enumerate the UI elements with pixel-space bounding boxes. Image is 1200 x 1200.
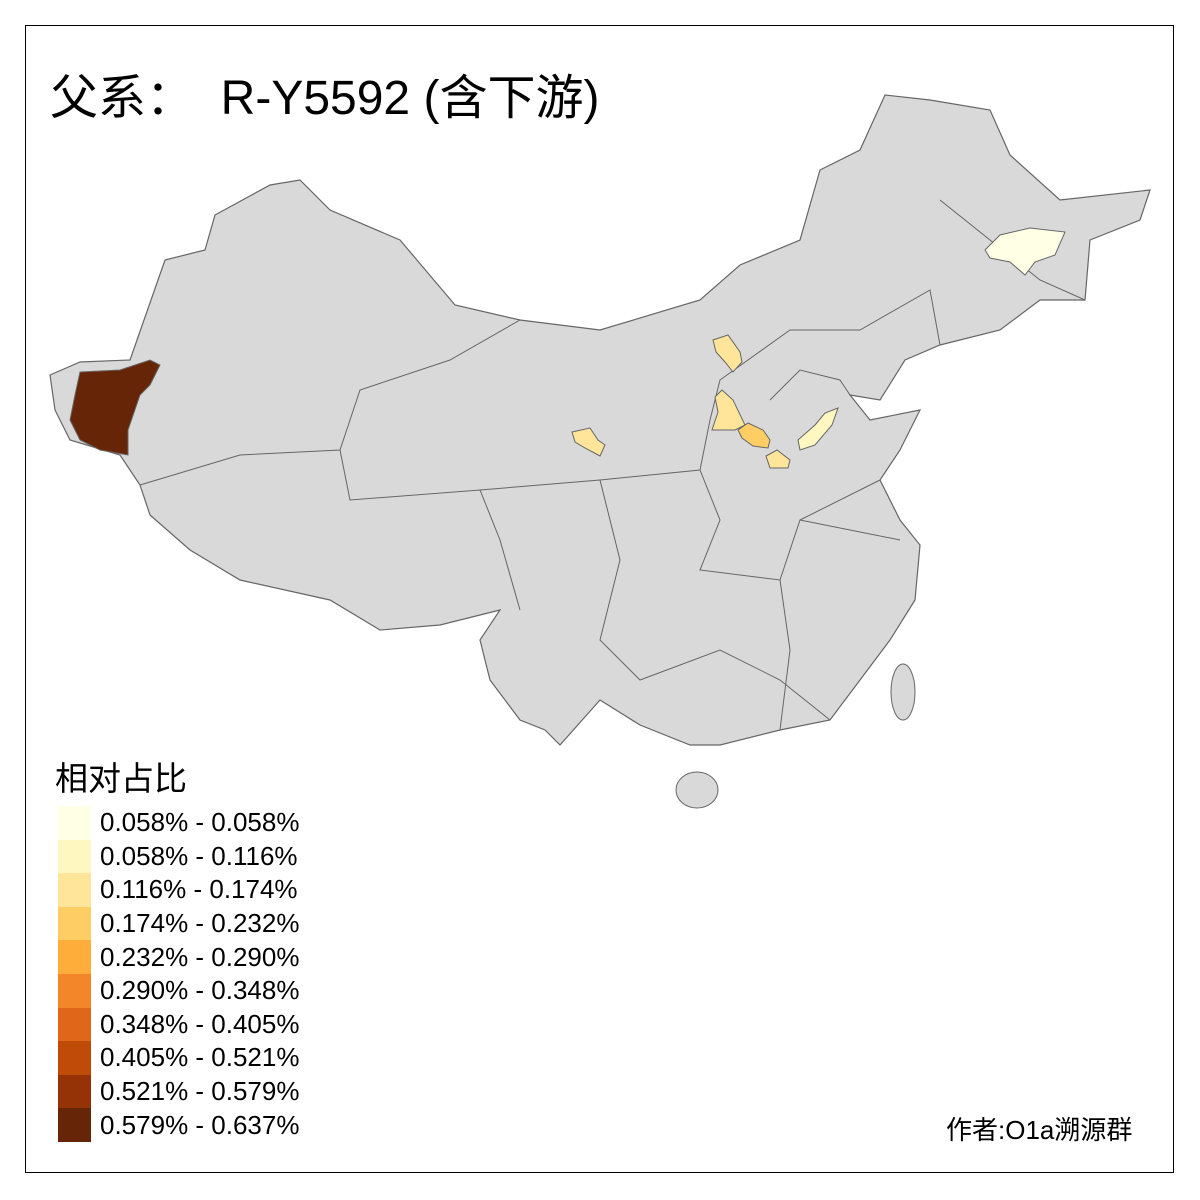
legend-label: 0.116% - 0.174% <box>100 874 298 905</box>
legend-swatch <box>58 940 91 974</box>
hainan-island <box>675 771 719 809</box>
map-frame <box>25 25 1174 1173</box>
legend-swatch <box>58 1108 91 1142</box>
taiwan-island <box>890 663 916 721</box>
province-border <box>779 579 791 731</box>
province-border <box>939 199 1086 301</box>
legend-item: 0.058% - 0.116% <box>58 839 299 874</box>
legend-item: 0.058% - 0.058% <box>58 806 299 840</box>
legend-label: 0.521% - 0.579% <box>100 1076 300 1107</box>
legend-item: 0.348% - 0.405% <box>58 1007 300 1042</box>
legend-label: 0.405% - 0.521% <box>100 1042 300 1073</box>
highlighted-region <box>69 359 161 456</box>
legend-title: 相对占比 <box>55 760 187 797</box>
legend-label: 0.174% - 0.232% <box>100 908 300 939</box>
legend: 0.058% - 0.058% 0.058% - 0.116% 0.116% - 0… <box>58 806 299 1142</box>
legend-item: 0.405% - 0.521% <box>58 1041 299 1075</box>
legend-label: 0.348% - 0.405% <box>100 1008 300 1039</box>
legend-swatch <box>58 906 91 941</box>
legend-label: 0.058% - 0.116% <box>100 840 298 871</box>
legend-swatch <box>58 806 91 840</box>
highlighted-region <box>737 422 771 449</box>
highlighted-region <box>797 407 839 451</box>
highlighted-region <box>571 427 606 457</box>
highlighted-region <box>712 334 743 373</box>
province-border <box>769 369 851 401</box>
legend-swatch <box>58 973 91 1008</box>
highlighted-region <box>984 227 1066 276</box>
province-border <box>139 319 521 486</box>
legend-label: 0.290% - 0.348% <box>100 975 300 1006</box>
province-border <box>599 479 831 721</box>
legend-swatch <box>58 873 91 907</box>
highlighted-region <box>765 449 791 469</box>
legend-item: 0.290% - 0.348% <box>58 973 300 1008</box>
legend-label: 0.058% - 0.058% <box>100 807 300 838</box>
legend-item: 0.174% - 0.232% <box>58 906 300 941</box>
legend-label: 0.232% - 0.290% <box>100 941 300 972</box>
province-border <box>479 289 941 491</box>
legend-swatch <box>58 1007 91 1042</box>
legend-label: 0.579% - 0.637% <box>100 1109 300 1140</box>
province-border <box>799 519 901 541</box>
mainland-outline <box>49 94 1151 746</box>
legend-swatch <box>58 839 91 874</box>
highlighted-region <box>711 389 746 431</box>
legend-item: 0.521% - 0.579% <box>58 1074 300 1109</box>
author-credit: 作者:O1a溯源群 <box>946 1115 1133 1145</box>
province-border <box>699 469 881 581</box>
legend-swatch <box>58 1074 91 1109</box>
map-title: 父系： R-Y5592 (含下游) <box>50 72 600 125</box>
legend-item: 0.232% - 0.290% <box>58 940 299 974</box>
legend-item: 0.579% - 0.637% <box>58 1108 299 1142</box>
legend-item: 0.116% - 0.174% <box>58 873 299 907</box>
legend-swatch <box>58 1041 91 1075</box>
